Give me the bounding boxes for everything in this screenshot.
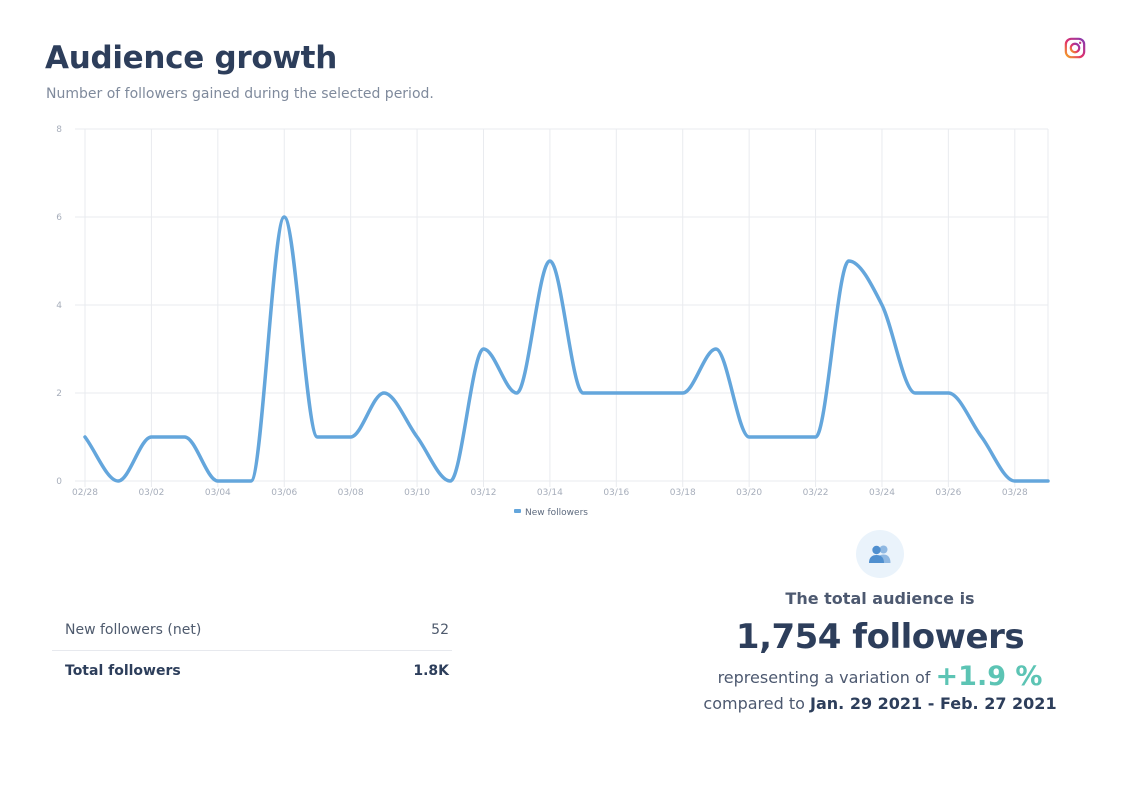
x-tick-label: 03/04 — [205, 488, 231, 498]
data-point — [880, 303, 884, 307]
summary-compare-range: Jan. 29 2021 - Feb. 27 2021 — [810, 694, 1057, 713]
x-tick-label: 03/08 — [338, 488, 364, 498]
data-point — [149, 435, 153, 439]
data-point — [183, 435, 187, 439]
data-point — [216, 479, 220, 483]
y-tick-label: 2 — [56, 389, 62, 399]
x-tick-label: 03/12 — [471, 488, 497, 498]
x-tick-label: 03/22 — [803, 488, 829, 498]
x-tick-label: 03/28 — [1002, 488, 1028, 498]
people-icon — [869, 545, 891, 563]
instagram-icon[interactable] — [1064, 37, 1086, 59]
data-point — [980, 435, 984, 439]
legend-swatch — [514, 509, 521, 513]
data-point — [1013, 479, 1017, 483]
data-point — [548, 259, 552, 263]
x-tick-label: 03/14 — [537, 488, 563, 498]
x-tick-label: 03/16 — [603, 488, 629, 498]
y-tick-label: 8 — [56, 125, 62, 135]
data-point — [116, 479, 120, 483]
data-point — [83, 435, 87, 439]
data-point — [648, 391, 652, 395]
data-point — [946, 391, 950, 395]
x-tick-label: 03/18 — [670, 488, 696, 498]
summary-lead: The total audience is — [785, 589, 975, 608]
data-point — [315, 435, 319, 439]
data-point — [714, 347, 718, 351]
data-point — [1046, 479, 1050, 483]
x-tick-label: 03/10 — [404, 488, 430, 498]
data-point — [614, 391, 618, 395]
page-subtitle: Number of followers gained during the se… — [46, 86, 434, 102]
data-point — [581, 391, 585, 395]
summary-variation-line: representing a variation of +1.9 % — [700, 661, 1060, 692]
audience-growth-chart: 0 2 4 6 8 02/28 03/02 03/04 03/06 03/08 03/10 03/1… — [56, 125, 1050, 518]
x-tick-label: 03/24 — [869, 488, 895, 498]
data-point — [282, 215, 286, 219]
stat-label: Total followers — [65, 663, 181, 679]
stat-value: 52 — [431, 622, 449, 638]
x-axis-ticks: 02/28 03/02 03/04 03/06 03/08 03/10 03/12 03/14… — [72, 488, 1028, 498]
x-tick-label: 03/26 — [935, 488, 961, 498]
stat-row-total-followers: Total followers 1.8K — [52, 650, 452, 691]
summary-compare-prefix: compared to — [703, 694, 805, 713]
series-line-new-followers — [83, 215, 1050, 483]
people-badge — [856, 530, 904, 578]
x-tick-label: 03/06 — [271, 488, 297, 498]
summary-variation-prefix: representing a variation of — [717, 668, 931, 687]
x-tick-label: 03/20 — [736, 488, 762, 498]
y-tick-label: 4 — [56, 301, 62, 311]
x-tick-label: 02/28 — [72, 488, 98, 498]
y-tick-label: 6 — [56, 213, 62, 223]
stats-table: New followers (net) 52 Total followers 1… — [52, 610, 452, 691]
data-point — [382, 391, 386, 395]
summary-total: 1,754 followers — [735, 617, 1025, 657]
data-point — [481, 347, 485, 351]
data-point — [415, 435, 419, 439]
y-tick-label: 0 — [56, 477, 62, 487]
legend-label: New followers — [525, 508, 588, 518]
y-axis-ticks: 0 2 4 6 8 — [56, 125, 62, 487]
data-point — [515, 391, 519, 395]
data-point — [681, 391, 685, 395]
data-point — [780, 435, 784, 439]
chart-grid — [75, 128, 1049, 487]
chart-legend: New followers — [514, 508, 588, 518]
data-point — [349, 435, 353, 439]
chart-series — [83, 215, 1050, 483]
data-point — [747, 435, 751, 439]
stat-row-new-followers: New followers (net) 52 — [52, 610, 452, 650]
stat-value: 1.8K — [413, 663, 449, 679]
page-title: Audience growth — [45, 40, 337, 76]
data-point — [448, 479, 452, 483]
summary-variation-value: +1.9 % — [935, 661, 1043, 692]
data-point — [249, 479, 253, 483]
summary-compare-line: compared to Jan. 29 2021 - Feb. 27 2021 — [700, 694, 1060, 713]
data-point — [814, 435, 818, 439]
data-point — [847, 259, 851, 263]
x-tick-label: 03/02 — [138, 488, 164, 498]
data-point — [913, 391, 917, 395]
audience-summary: The total audience is 1,754 followers re… — [700, 530, 1060, 713]
stat-label: New followers (net) — [65, 622, 202, 638]
